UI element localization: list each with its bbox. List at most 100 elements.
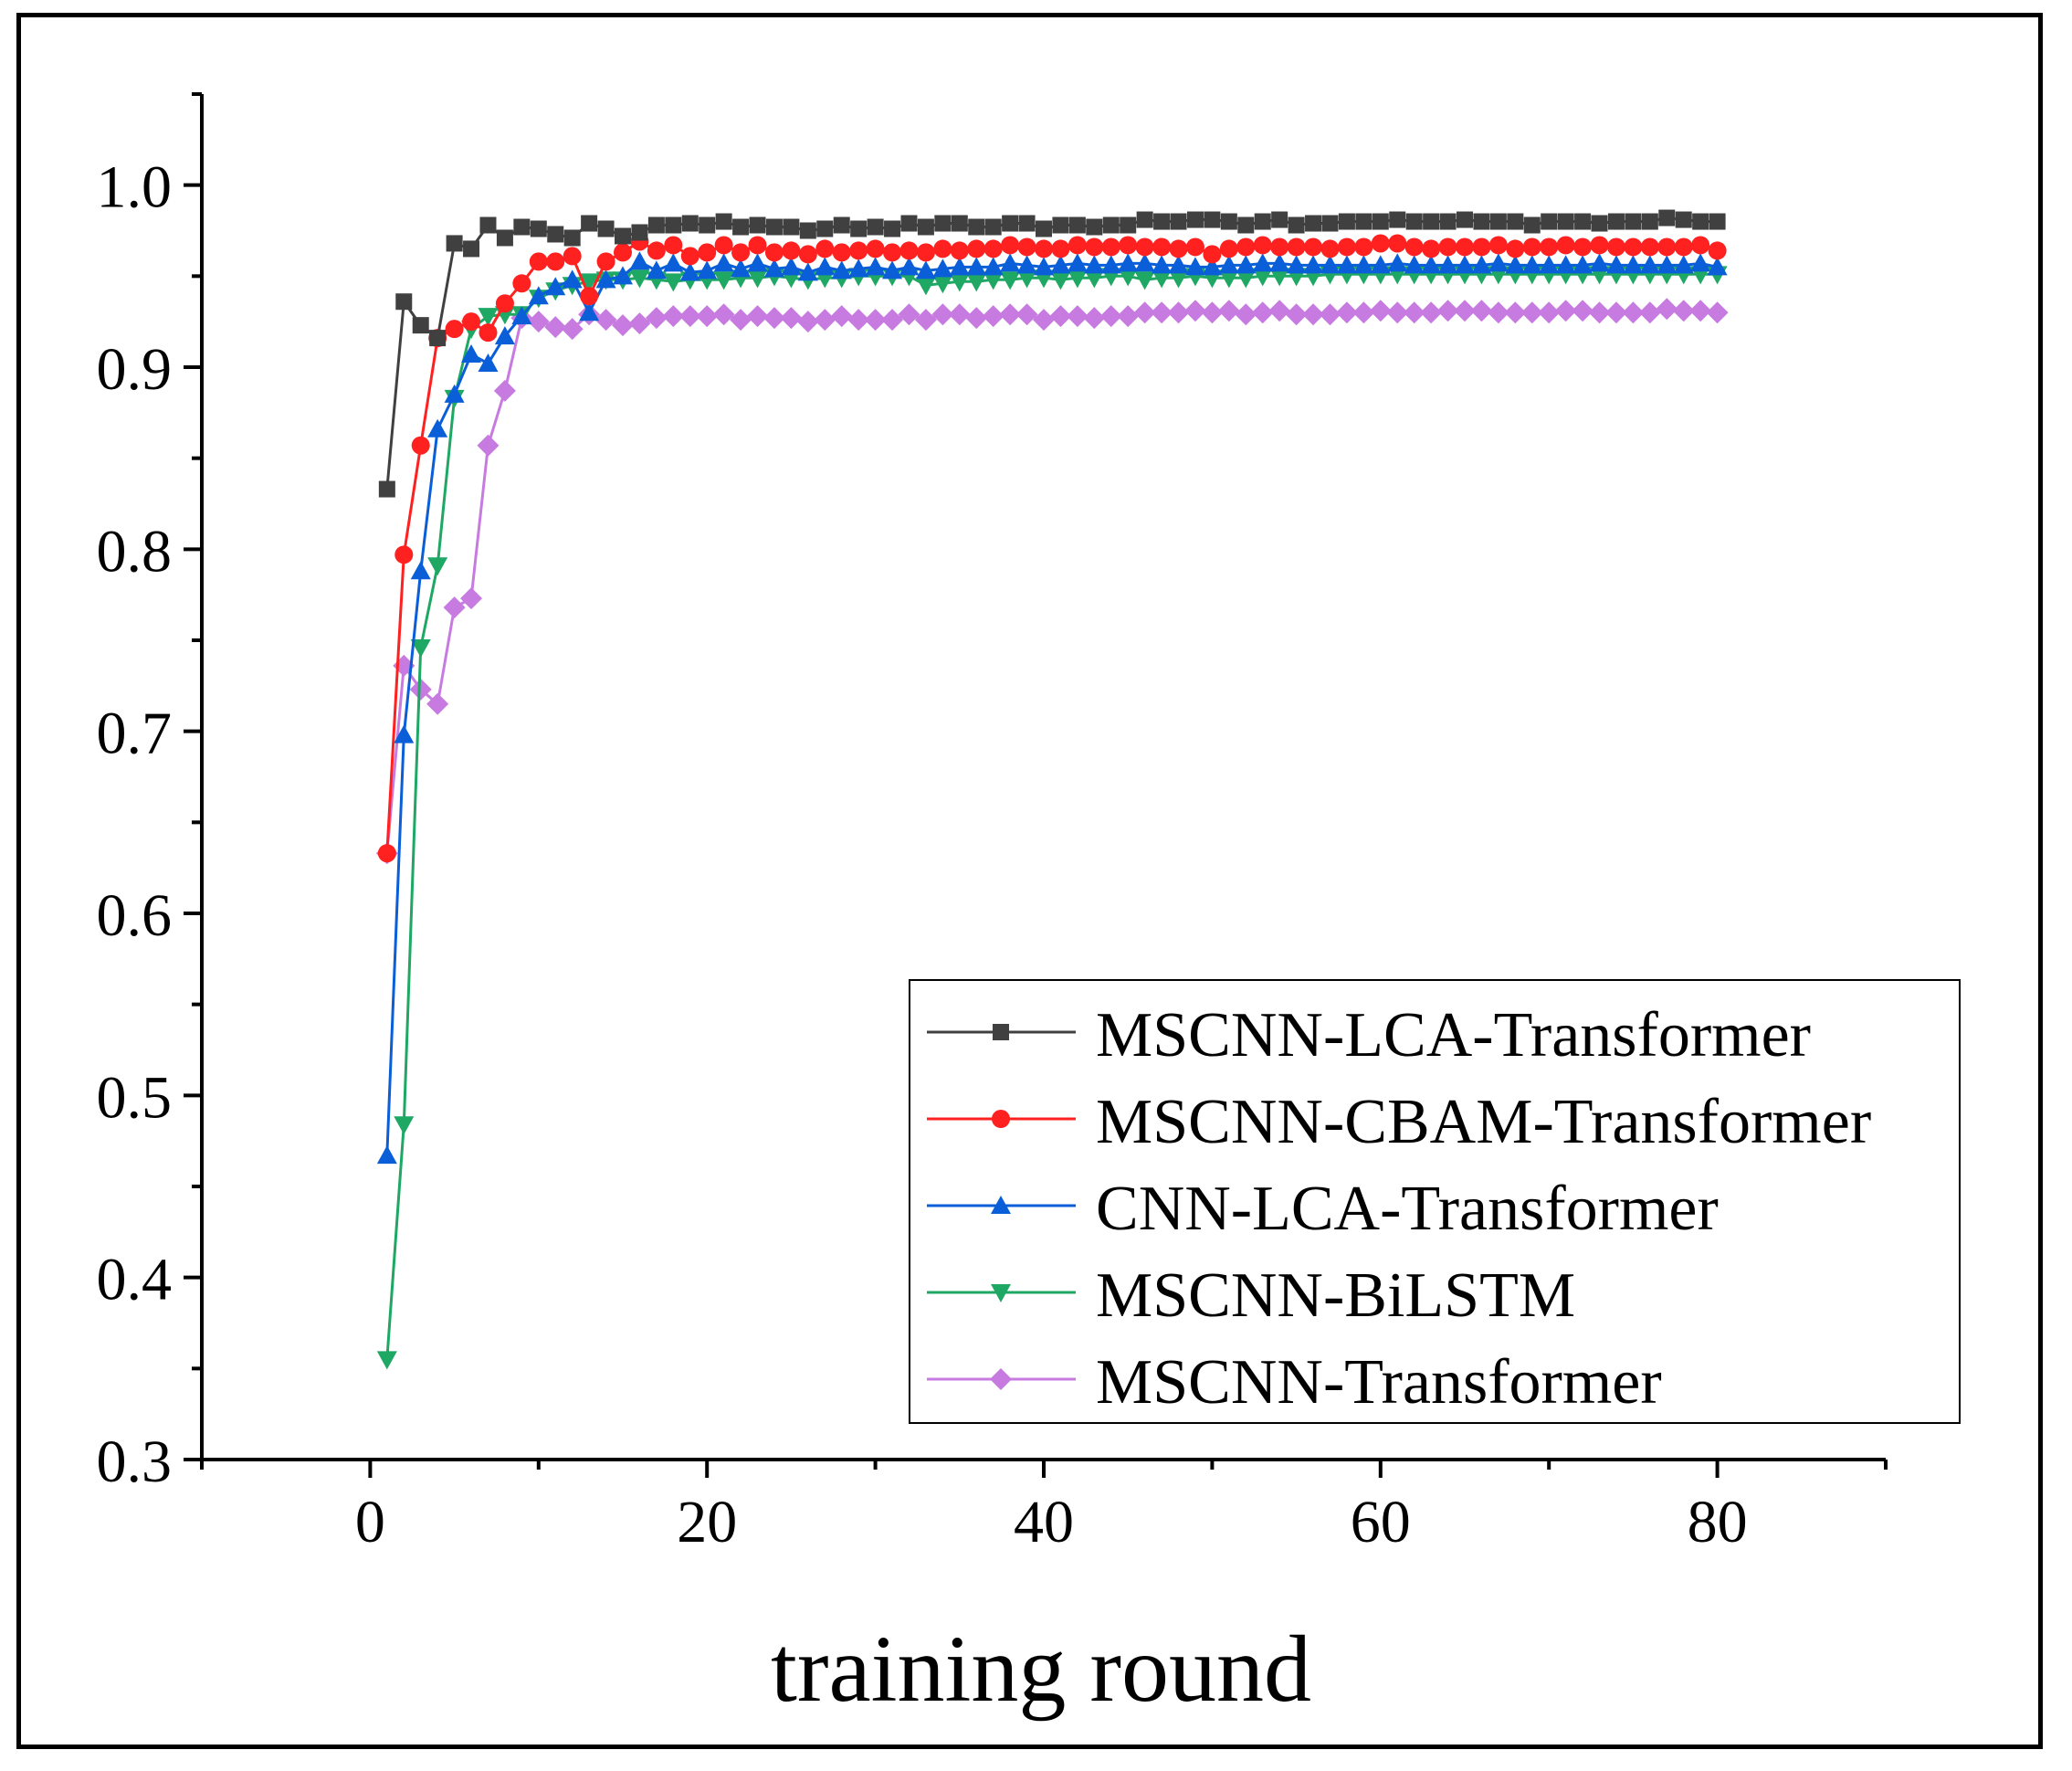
data-point — [679, 262, 700, 281]
data-point — [1675, 211, 1692, 228]
data-point — [1236, 269, 1257, 289]
data-point — [547, 226, 564, 243]
data-point — [462, 312, 481, 332]
data-point — [1386, 301, 1409, 324]
data-point — [1457, 211, 1473, 228]
data-point — [1319, 303, 1341, 326]
data-point — [984, 218, 1002, 236]
data-point — [1352, 301, 1375, 324]
data-point — [595, 269, 616, 289]
data-point — [983, 257, 1004, 276]
data-point — [1337, 237, 1356, 257]
data-point — [1625, 213, 1642, 230]
data-point — [1421, 255, 1442, 274]
data-point — [1270, 237, 1289, 257]
data-point — [1403, 301, 1425, 324]
data-point — [629, 251, 650, 270]
data-point — [1641, 213, 1658, 230]
data-point — [477, 434, 500, 457]
data-point — [1033, 309, 1055, 332]
data-point — [699, 216, 716, 234]
y-tick-label: 0.3 — [97, 1428, 173, 1495]
data-point — [1201, 301, 1224, 324]
data-point — [394, 545, 414, 564]
y-tick-label: 0.6 — [97, 882, 173, 949]
data-point — [1119, 236, 1138, 255]
data-point — [1219, 239, 1238, 258]
data-point — [1168, 255, 1189, 274]
data-point — [1436, 300, 1459, 322]
data-point — [1002, 215, 1019, 232]
data-point — [1101, 237, 1120, 257]
legend: MSCNN-LCA-Transformer MSCNN-CBAM-Transfor… — [909, 979, 1961, 1424]
data-point — [646, 260, 667, 279]
data-point — [681, 215, 699, 232]
data-point — [1287, 237, 1306, 257]
data-point — [932, 275, 953, 294]
data-point — [426, 692, 449, 715]
data-point — [678, 305, 701, 328]
data-point — [496, 229, 513, 247]
data-point — [1286, 255, 1307, 274]
data-point — [1369, 300, 1392, 322]
data-point — [1202, 257, 1223, 276]
data-point — [1203, 245, 1222, 264]
data-point — [1051, 239, 1070, 258]
data-point — [545, 277, 566, 296]
series-layer — [375, 209, 1729, 1370]
data-point — [378, 480, 395, 498]
data-point — [1016, 255, 1037, 274]
data-point — [1522, 237, 1541, 257]
x-tick-label: 0 — [355, 1489, 385, 1555]
data-point — [1638, 301, 1661, 324]
data-point — [1372, 213, 1389, 230]
data-point — [899, 257, 920, 276]
y-tick-label: 0.4 — [97, 1247, 173, 1313]
data-point — [866, 239, 885, 258]
data-point — [1320, 255, 1341, 274]
data-point — [747, 269, 768, 289]
data-point — [763, 307, 785, 330]
series-cnn-lca-transformer — [376, 251, 1728, 1165]
data-point — [628, 312, 651, 335]
legend-marker — [992, 1110, 1010, 1128]
data-point — [898, 303, 920, 326]
data-point — [1439, 213, 1457, 230]
data-point — [581, 215, 598, 232]
data-point — [1085, 237, 1104, 257]
data-point — [848, 258, 869, 278]
data-point — [495, 294, 514, 313]
data-point — [1371, 234, 1390, 253]
data-point — [1404, 237, 1424, 257]
data-point — [934, 215, 952, 232]
data-point — [479, 323, 498, 343]
y-axis-ticks: 0.3 0.4 0.5 0.6 0.7 0.8 0.9 1.0 — [97, 92, 202, 1495]
data-point — [530, 220, 547, 237]
data-point — [780, 307, 803, 330]
data-point — [799, 222, 816, 239]
data-point — [950, 241, 969, 260]
data-point — [1454, 300, 1476, 322]
data-point — [1555, 255, 1576, 274]
data-point — [1100, 255, 1121, 274]
data-point — [948, 303, 971, 326]
data-point — [1487, 301, 1509, 324]
data-point — [1640, 237, 1659, 257]
legend-label: MSCNN-BiLSTM — [1096, 1260, 1575, 1331]
series-line — [385, 307, 1718, 854]
data-point — [830, 305, 853, 328]
data-point — [429, 330, 447, 347]
series-mscnn-cbam-transformer — [377, 232, 1727, 863]
data-point — [1423, 213, 1440, 230]
data-point — [511, 306, 532, 325]
data-point — [1554, 300, 1577, 322]
data-point — [933, 239, 952, 258]
data-point — [1217, 300, 1240, 322]
data-point — [1134, 271, 1155, 290]
data-point — [1674, 237, 1693, 257]
data-point — [478, 353, 499, 373]
data-point — [1268, 300, 1291, 322]
data-point — [715, 213, 732, 230]
data-point — [713, 253, 734, 272]
data-point — [847, 309, 870, 332]
